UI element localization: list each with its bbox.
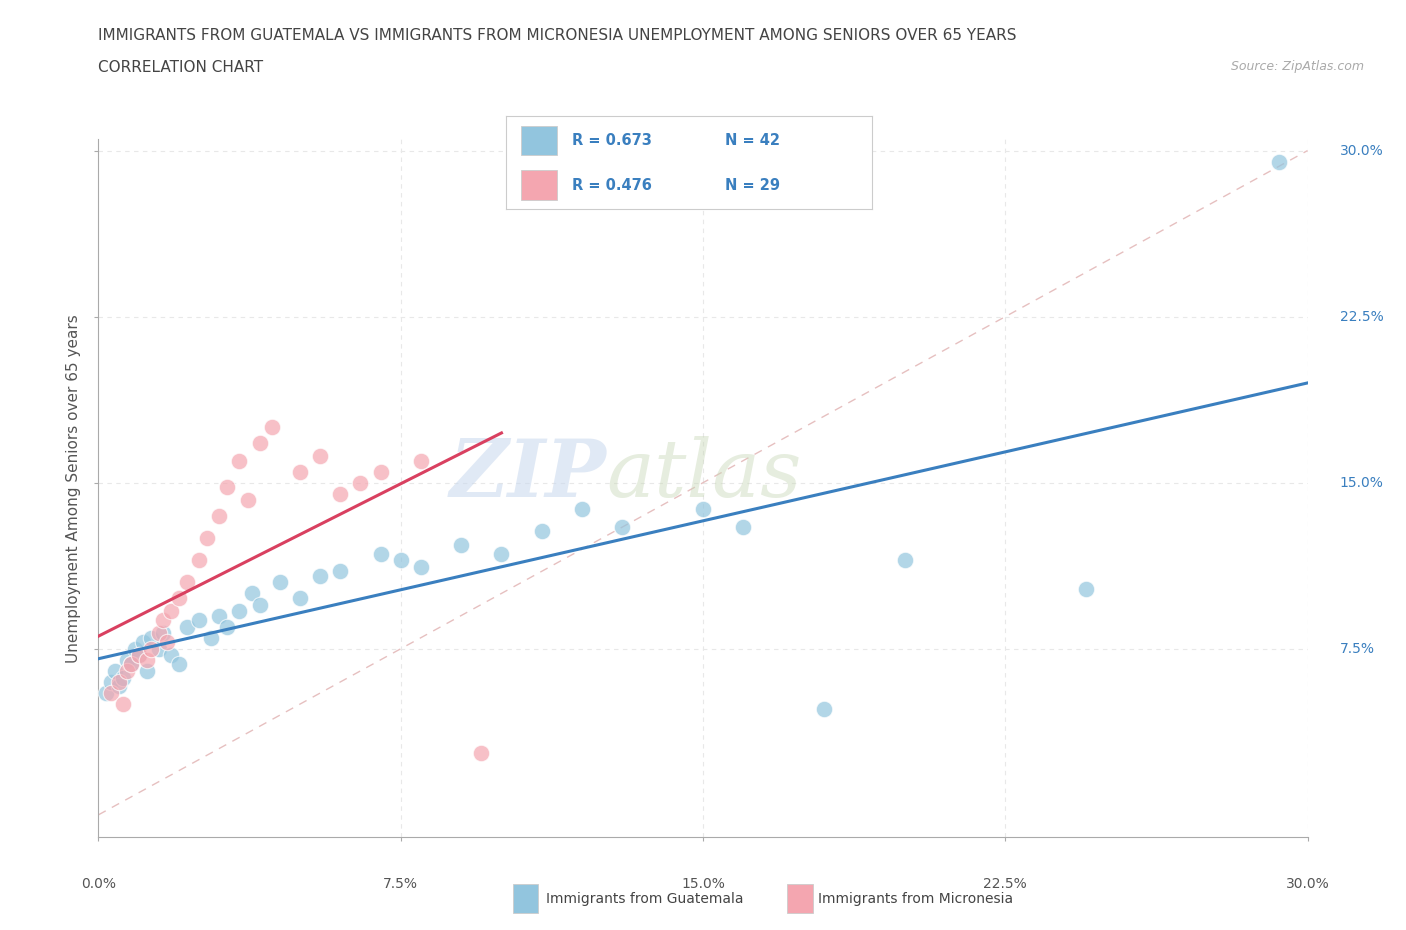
Point — [115, 663, 138, 678]
Point — [228, 453, 250, 468]
Text: IMMIGRANTS FROM GUATEMALA VS IMMIGRANTS FROM MICRONESIA UNEMPLOYMENT AMONG SENIO: IMMIGRANTS FROM GUATEMALA VS IMMIGRANTS … — [98, 28, 1017, 43]
Point — [692, 502, 714, 517]
Point — [156, 634, 179, 649]
Point — [409, 453, 432, 468]
Point — [148, 626, 170, 641]
Point — [111, 697, 134, 711]
Text: 15.0%: 15.0% — [681, 877, 725, 891]
Point — [188, 552, 211, 567]
Point — [249, 435, 271, 450]
Point — [200, 631, 222, 645]
Point — [228, 604, 250, 618]
Text: 7.5%: 7.5% — [384, 877, 418, 891]
Point — [152, 626, 174, 641]
Point — [409, 560, 432, 575]
Point — [152, 613, 174, 628]
Point — [135, 663, 157, 678]
Point — [236, 493, 259, 508]
Text: atlas: atlas — [606, 435, 801, 513]
Point — [288, 591, 311, 605]
Y-axis label: Unemployment Among Seniors over 65 years: Unemployment Among Seniors over 65 years — [66, 314, 82, 662]
Text: 30.0%: 30.0% — [1285, 877, 1330, 891]
FancyBboxPatch shape — [520, 170, 557, 200]
Point — [135, 653, 157, 668]
Point — [160, 648, 183, 663]
Point — [349, 475, 371, 490]
Point — [260, 420, 283, 435]
Point — [148, 642, 170, 657]
Point — [530, 524, 553, 538]
Text: 0.0%: 0.0% — [82, 877, 115, 891]
Text: N = 42: N = 42 — [725, 133, 780, 148]
Text: Immigrants from Micronesia: Immigrants from Micronesia — [818, 892, 1014, 907]
Text: 22.5%: 22.5% — [983, 877, 1028, 891]
Point — [100, 674, 122, 689]
Point — [269, 575, 291, 590]
Text: 30.0%: 30.0% — [1340, 143, 1384, 157]
Point — [470, 746, 492, 761]
Point — [1074, 581, 1097, 596]
Point — [124, 642, 146, 657]
Point — [139, 642, 162, 657]
Text: Source: ZipAtlas.com: Source: ZipAtlas.com — [1230, 60, 1364, 73]
Point — [813, 701, 835, 716]
Point — [188, 613, 211, 628]
FancyBboxPatch shape — [520, 126, 557, 155]
Point — [128, 648, 150, 663]
Point — [329, 486, 352, 501]
Text: N = 29: N = 29 — [725, 178, 780, 193]
Text: R = 0.673: R = 0.673 — [572, 133, 652, 148]
Point — [389, 552, 412, 567]
Point — [195, 531, 218, 546]
Point — [208, 608, 231, 623]
Point — [309, 568, 332, 583]
Point — [288, 464, 311, 479]
Point — [240, 586, 263, 601]
Point — [107, 674, 129, 689]
Point — [370, 464, 392, 479]
Point — [176, 619, 198, 634]
Point — [132, 634, 155, 649]
Text: 7.5%: 7.5% — [1340, 642, 1375, 656]
Point — [100, 685, 122, 700]
Text: Immigrants from Guatemala: Immigrants from Guatemala — [546, 892, 742, 907]
Point — [491, 546, 513, 561]
Point — [111, 671, 134, 685]
Text: ZIP: ZIP — [450, 435, 606, 513]
Point — [612, 520, 634, 535]
Point — [450, 538, 472, 552]
Point — [167, 657, 190, 671]
Point — [217, 619, 239, 634]
Text: 22.5%: 22.5% — [1340, 310, 1384, 324]
Point — [115, 653, 138, 668]
Text: CORRELATION CHART: CORRELATION CHART — [98, 60, 263, 75]
Point — [1268, 154, 1291, 169]
Point — [160, 604, 183, 618]
Point — [217, 480, 239, 495]
Point — [370, 546, 392, 561]
Point — [329, 564, 352, 578]
Point — [249, 597, 271, 612]
Point — [309, 448, 332, 463]
Point — [733, 520, 755, 535]
Text: 15.0%: 15.0% — [1340, 476, 1384, 490]
Point — [208, 509, 231, 524]
Point — [571, 502, 593, 517]
Text: R = 0.476: R = 0.476 — [572, 178, 652, 193]
Point — [176, 575, 198, 590]
Point — [128, 648, 150, 663]
Point — [167, 591, 190, 605]
Point — [120, 657, 142, 671]
Point — [120, 657, 142, 671]
Point — [139, 631, 162, 645]
Point — [893, 552, 915, 567]
Point — [103, 663, 125, 678]
Point — [107, 679, 129, 694]
Point — [96, 685, 118, 700]
